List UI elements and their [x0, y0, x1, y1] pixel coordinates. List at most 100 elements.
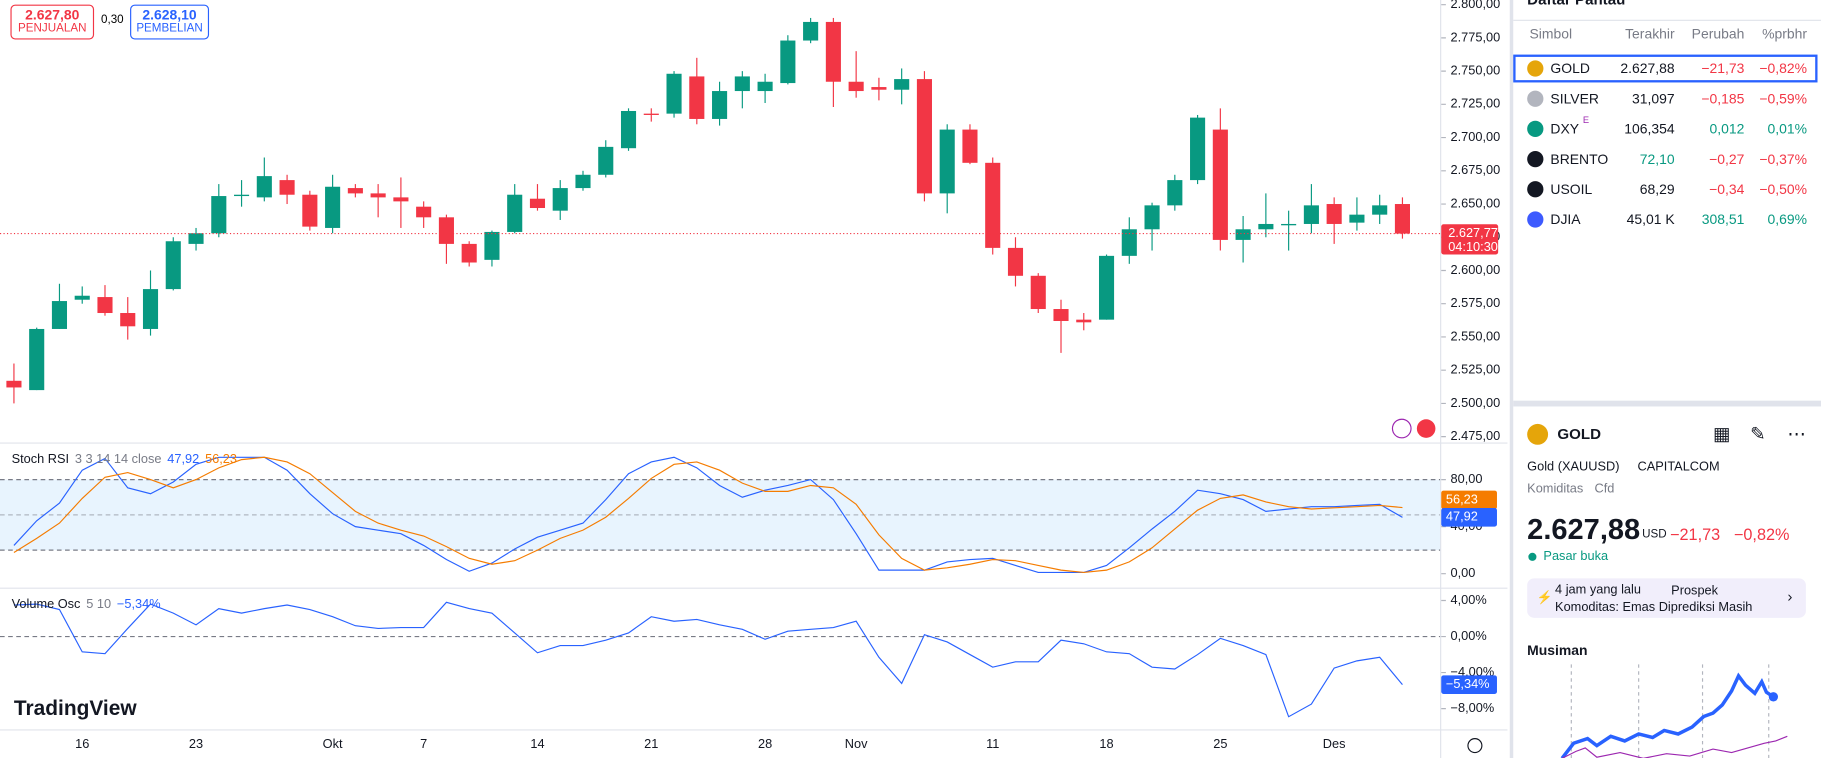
seasonal-chart: [1560, 664, 1788, 758]
y-tick-label: 2.475,00: [1451, 428, 1501, 443]
settings-icon[interactable]: [1467, 738, 1483, 754]
row-pct: −0,59%: [1759, 90, 1808, 107]
row-last: 45,01 K: [1626, 211, 1675, 228]
row-pct: −0,37%: [1759, 150, 1808, 168]
candle-body: [461, 243, 477, 263]
seasonal-title: Musiman: [1527, 642, 1588, 659]
y-tick-label: 2.800,00: [1451, 0, 1501, 11]
indicator-title: Volume Osc: [12, 596, 81, 611]
news-text: Prospek Komoditas: Emas Diprediksi Masih…: [1555, 584, 1753, 615]
symbol-icon: [1527, 181, 1544, 198]
candle-body: [120, 313, 136, 327]
candle-body: [1098, 255, 1115, 320]
y-tick-label: 2.700,00: [1451, 129, 1501, 144]
row-last: 31,097: [1632, 90, 1675, 107]
detail-pct: −0,82%: [1733, 524, 1790, 544]
y-tick-label: 2.750,00: [1451, 62, 1501, 77]
y-tick-label: 4,00%: [1451, 592, 1487, 607]
row-last: 68,29: [1639, 181, 1675, 198]
x-tick-label: 21: [644, 736, 658, 751]
row-symbol[interactable]: SILVER: [1550, 90, 1599, 107]
logo: TradingView: [14, 697, 137, 720]
news-time: 4 jam yang lalu: [1555, 582, 1641, 597]
row-symbol[interactable]: DJIA: [1550, 211, 1581, 228]
candle-body: [97, 297, 113, 314]
row-symbol[interactable]: USOIL: [1550, 181, 1593, 198]
x-tick-label: Nov: [845, 736, 868, 751]
row-pct: 0,69%: [1767, 211, 1808, 228]
column-header[interactable]: %prbhr: [1762, 25, 1808, 42]
detail-currency: USD: [1642, 528, 1667, 542]
symbol-icon: [1527, 90, 1544, 107]
layout-icon[interactable]: ▦: [1712, 425, 1731, 445]
candle-body: [1303, 205, 1319, 224]
candle-body: [325, 186, 341, 228]
candle-body: [370, 193, 386, 198]
column-header[interactable]: Simbol: [1529, 25, 1573, 42]
candle-body: [848, 81, 864, 92]
detail-kind: Cfd: [1594, 481, 1615, 496]
price-tag: [1441, 508, 1497, 527]
seasonal-dot: [1768, 692, 1779, 702]
row-change: 0,012: [1709, 120, 1745, 138]
sell-label: PENJUALAN: [18, 22, 87, 35]
column-header[interactable]: Terakhir: [1625, 25, 1675, 42]
indicator-params: 5 10: [86, 596, 111, 611]
detail-name[interactable]: Gold (XAUUSD): [1527, 459, 1620, 474]
indicator-value: −5,34%: [117, 596, 161, 611]
status-dot: [1528, 552, 1537, 561]
price-tag-label: 56,23: [1446, 491, 1478, 506]
row-symbol[interactable]: GOLD: [1550, 60, 1590, 77]
candle-body: [712, 91, 728, 119]
flag-icon[interactable]: [1416, 419, 1436, 438]
x-tick-label: 16: [75, 736, 89, 751]
row-change: −21,73: [1701, 60, 1745, 77]
row-last: 106,354: [1624, 120, 1675, 138]
x-tick-label: Des: [1323, 736, 1346, 751]
y-tick-label: 2.550,00: [1451, 328, 1501, 343]
candle-body: [1349, 214, 1365, 223]
row-pct: 0,01%: [1767, 120, 1808, 138]
symbol-icon: [1527, 211, 1544, 228]
news-card[interactable]: ⚡ 4 jam yang lalu Prospek Komoditas: Ema…: [1527, 578, 1806, 618]
x-tick-label: 11: [986, 736, 999, 751]
candle-body: [529, 198, 546, 209]
price-tag: [1441, 675, 1497, 694]
candle-body: [484, 231, 500, 260]
row-symbol[interactable]: DXY: [1550, 120, 1580, 138]
sell-price: 2.627,80: [25, 6, 80, 24]
buy-button[interactable]: 2.628,10 PEMBELIAN: [130, 4, 210, 40]
candle-body: [916, 79, 932, 194]
row-highlight[interactable]: [1513, 54, 1818, 83]
candle-body: [1053, 309, 1069, 321]
candle-body: [1190, 117, 1206, 181]
candle-body: [165, 241, 181, 290]
x-tick-label: 18: [1099, 736, 1113, 751]
y-tick-label: 2.575,00: [1451, 295, 1501, 310]
last-price-label: 2.627,77: [1448, 225, 1498, 240]
candle-body: [1372, 205, 1388, 215]
candle-body: [780, 40, 796, 84]
candle-body: [142, 289, 159, 329]
divider: [1513, 19, 1821, 21]
more-icon[interactable]: ⋯: [1787, 425, 1806, 445]
row-pct: −0,50%: [1759, 181, 1808, 198]
candle-body: [939, 129, 955, 194]
edit-icon[interactable]: ✎: [1750, 425, 1766, 445]
detail-exchange: CAPITALCOM: [1637, 459, 1720, 474]
row-symbol[interactable]: BRENTO: [1550, 150, 1609, 168]
candle-body: [575, 174, 591, 189]
y-tick-label: 2.600,00: [1451, 262, 1501, 277]
candle-body: [825, 21, 841, 82]
y-tick-label: 2.725,00: [1451, 96, 1501, 111]
candle-body: [757, 81, 773, 92]
seasonal-line: [1561, 735, 1788, 758]
candle-body: [6, 380, 22, 388]
column-header[interactable]: Perubah: [1691, 25, 1745, 42]
indicator-value: 47,92: [167, 451, 199, 466]
sell-button[interactable]: 2.627,80 PENJUALAN: [10, 4, 95, 40]
candle-body: [211, 196, 227, 234]
detail-symbol[interactable]: GOLD: [1557, 425, 1601, 443]
event-icon[interactable]: [1391, 418, 1412, 439]
